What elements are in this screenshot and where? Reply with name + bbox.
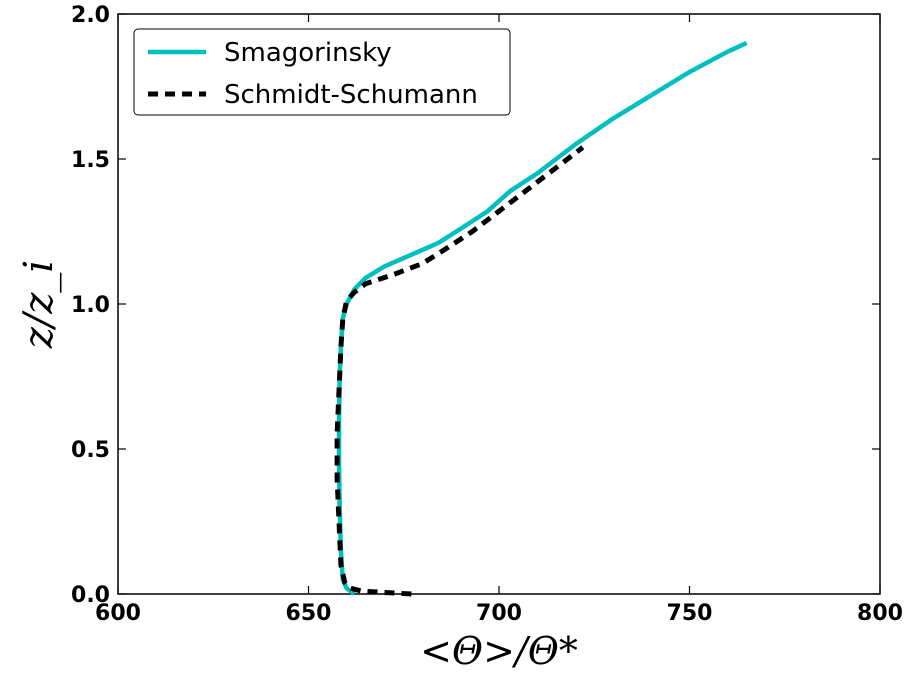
legend-label: Smagorinsky	[224, 38, 392, 68]
legend: Smagorinsky Schmidt-Schumann	[133, 28, 511, 116]
x-tick-label: 600	[95, 601, 141, 626]
x-axis-label: <Θ>/Θ*	[420, 629, 578, 673]
y-tick-label: 1.0	[71, 293, 110, 318]
series-line-schmidt-schumann	[334, 145, 585, 597]
x-tick-label: 750	[667, 601, 713, 626]
y-tick-label: 0.0	[71, 583, 110, 608]
y-tick-label: 2.0	[71, 3, 110, 28]
series-line-smagorinsky	[336, 40, 748, 596]
y-axis-label: z/z_i	[16, 260, 62, 349]
series-layer	[334, 40, 748, 597]
legend-label: Schmidt-Schumann	[224, 80, 478, 110]
x-tick-label: 800	[857, 601, 903, 626]
legend-box	[133, 28, 511, 116]
x-tick-label: 700	[476, 601, 522, 626]
y-tick-label: 1.5	[71, 148, 110, 173]
x-tick-label: 650	[286, 601, 332, 626]
axis-ticks: 600 650 700 750 800 0.0 0.5 1.0 1.5 2.0	[71, 3, 903, 626]
y-tick-label: 0.5	[71, 438, 110, 463]
